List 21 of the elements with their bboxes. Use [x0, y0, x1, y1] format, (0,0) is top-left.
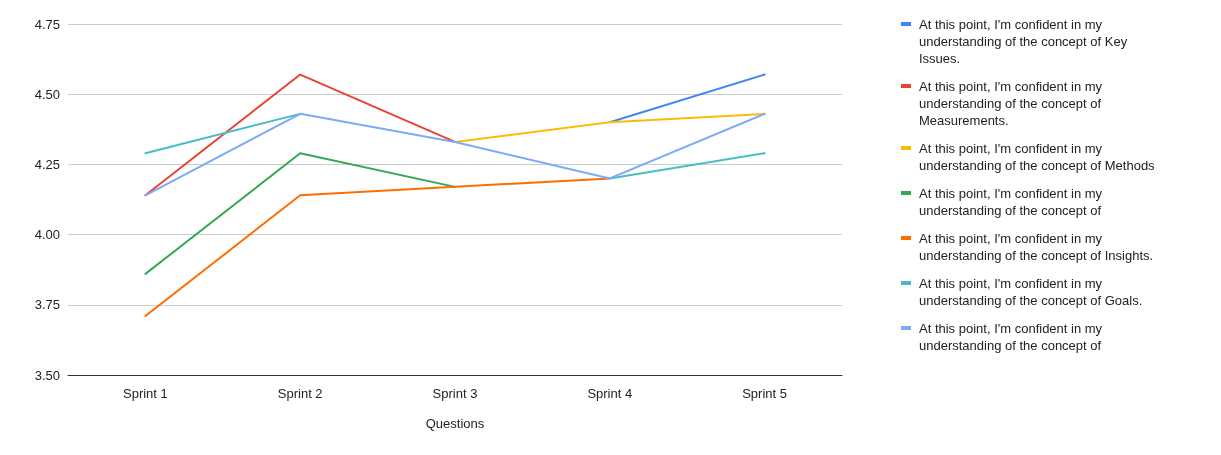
legend-label: At this point, I'm confident in my understanding of the concept of Measurements. [919, 79, 1103, 128]
legend-label: At this point, I'm confident in my understanding of the concept of Goals. [919, 276, 1143, 308]
y-tick-label: 3.50 [34, 367, 60, 383]
legend-label: At this point, I'm confident in my understanding of the concept of Key Issues. [919, 17, 1128, 66]
x-tick-label: Sprint 1 [122, 386, 168, 401]
y-tick-label: 4.50 [34, 86, 60, 102]
x-tick-label: Sprint 2 [277, 386, 323, 401]
x-tick-label: Sprint 4 [587, 386, 633, 401]
x-tick-label: Sprint 5 [742, 386, 788, 401]
y-tick-label: 4.75 [34, 16, 60, 32]
x-axis-title: Questions [425, 416, 485, 431]
y-tick-label: 3.75 [34, 297, 60, 313]
legend-label: At this point, I'm confident in my understanding of the concept of [919, 321, 1103, 353]
y-tick-label: 4.25 [34, 156, 60, 172]
legend-label: At this point, I'm confident in my understanding of the concept of Methods [919, 141, 1156, 173]
x-tick-label: Sprint 3 [432, 386, 478, 401]
line-series [144, 112, 766, 197]
legend-label: At this point, I'm confident in my understanding of the concept of Insights. [919, 231, 1154, 263]
line-series [144, 177, 611, 318]
legend-label: At this point, I'm confident in my understanding of the concept of [919, 186, 1103, 218]
y-tick-label: 4.00 [34, 227, 60, 243]
